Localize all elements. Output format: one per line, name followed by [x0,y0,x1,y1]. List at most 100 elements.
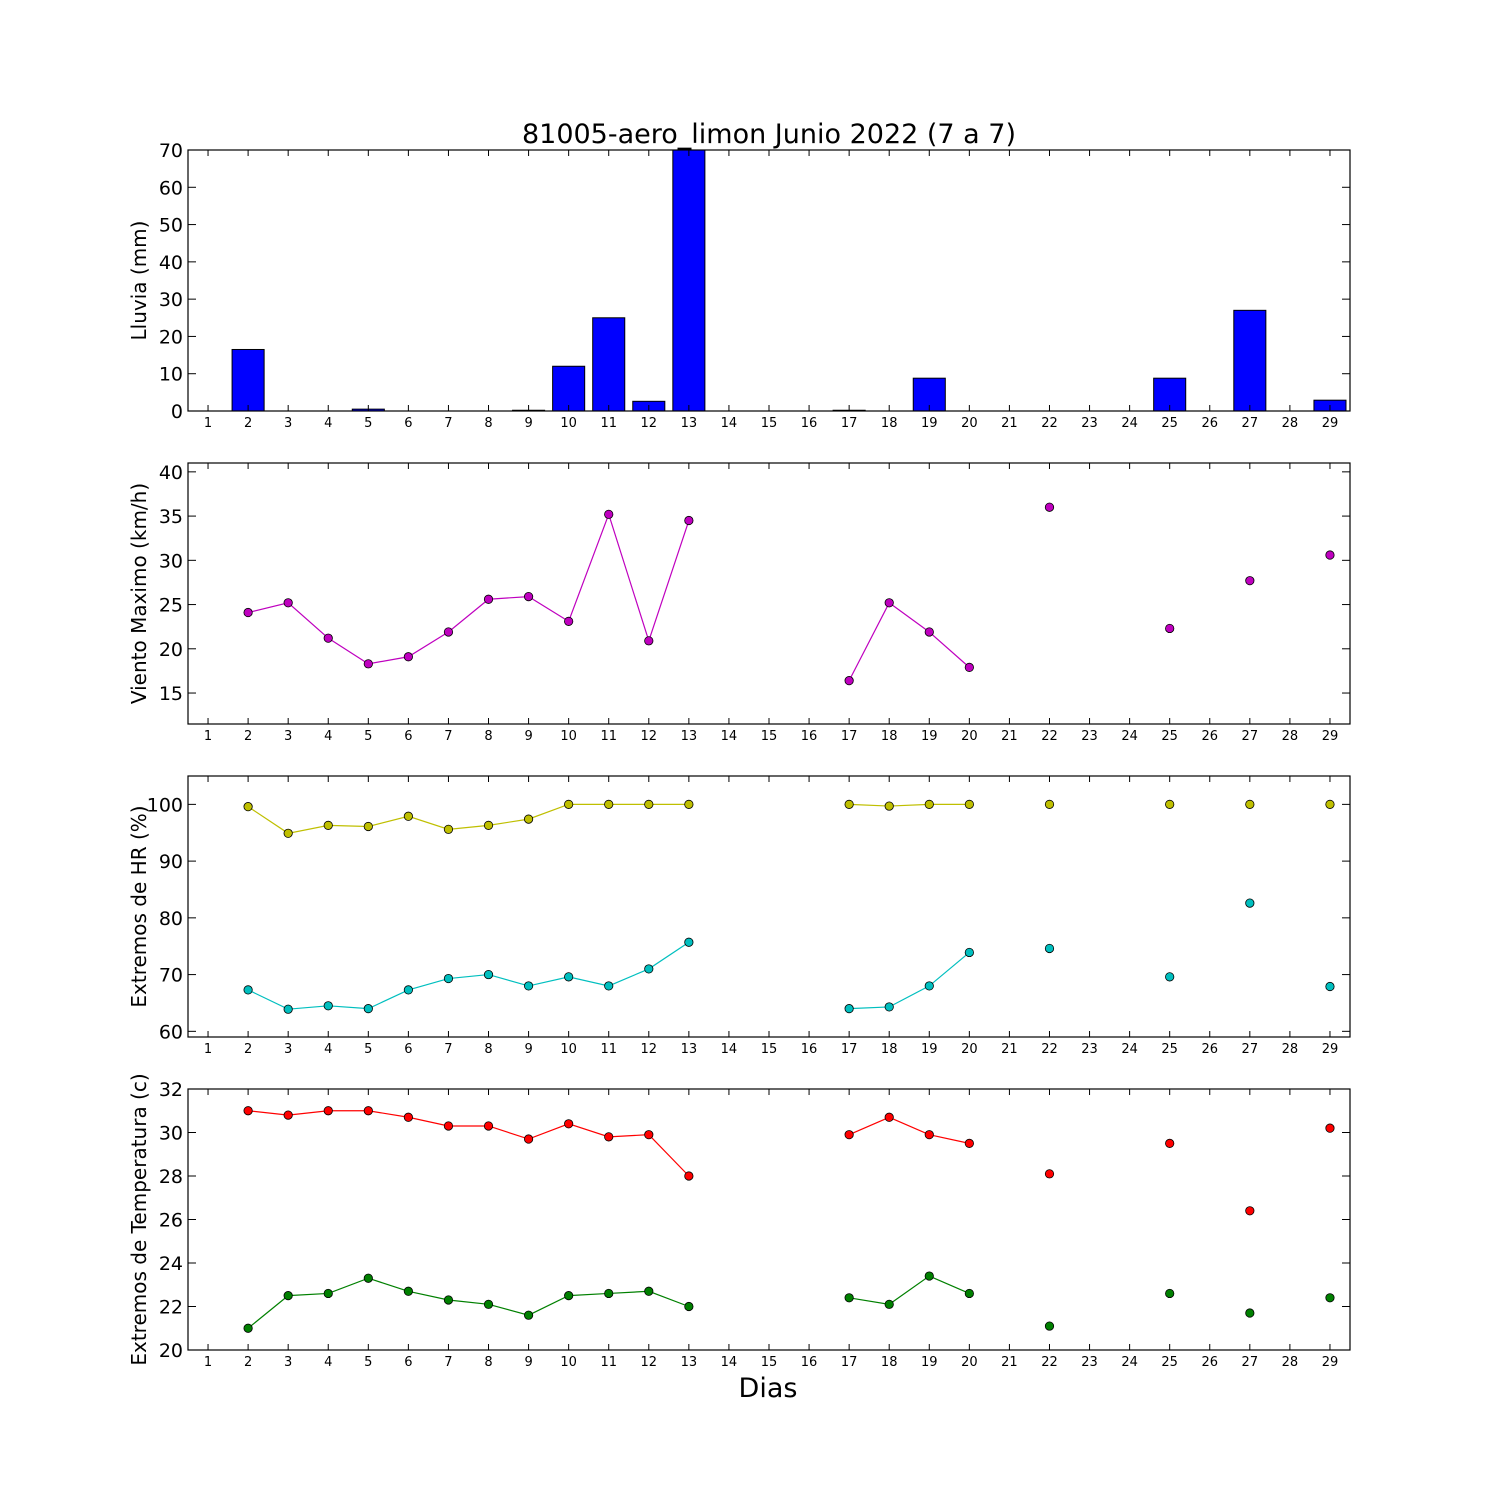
x-tick-label: 16 [801,729,818,744]
x-tick-label: 13 [681,1355,698,1370]
x-tick-label: 29 [1322,416,1339,431]
series-0-point-day-11 [604,509,614,519]
x-tick-label: 22 [1041,416,1058,431]
series-1-line-temperature [247,1277,690,1329]
x-tick-label: 6 [404,729,412,744]
x-tick-label: 12 [641,416,658,431]
series-0-point-day-17 [844,676,854,686]
series-0-point-day-27 [1245,799,1255,809]
series-0-line-humidity [247,803,689,834]
plot-area-rain [231,149,1347,411]
x-tick-label: 6 [404,416,412,431]
rain-bar-day-10 [552,365,586,411]
x-tick-label: 17 [841,416,858,431]
x-axis-label: Dias [739,1373,798,1404]
panel-humidity: 1 2 3 4 5 6 7 8 9 10 11 12 13 14 15 16 17 18 19 20 21 22 23 24 2… [127,775,1351,1057]
series-1-point-day-8 [483,1299,494,1309]
x-tick-label: 16 [801,1042,818,1057]
series-0-point-day-4 [323,1106,333,1116]
x-tick-label: 15 [761,1042,778,1057]
series-1-point-day-22 [1044,1321,1055,1331]
x-tick-label: 3 [284,729,292,744]
y-tick-label: 20 [159,326,183,348]
series-0-point-day-25 [1165,623,1175,634]
plot-area-wind [243,502,1335,686]
series-1-line-temperature [849,1275,970,1305]
y-tick-label: 15 [159,683,183,705]
y-tick-label: 50 [159,215,183,237]
series-1-point-day-25 [1165,1288,1175,1299]
x-tick-label: 20 [961,1042,978,1057]
y-tick-label: 60 [159,177,183,199]
y-tick-label: 30 [159,550,183,572]
y-tick-label: 22 [159,1297,183,1319]
series-0-point-day-18 [884,598,894,608]
series-0-point-day-6 [403,652,413,662]
series-0-line-temperature [848,1116,970,1144]
x-tick-label: 7 [444,1042,452,1057]
x-tick-label: 2 [244,729,252,744]
series-1-point-day-11 [604,981,614,991]
x-tick-label: 20 [961,729,978,744]
series-1-point-day-13 [684,1301,694,1312]
x-tick-label: 17 [841,1355,858,1370]
x-tick-label: 11 [600,729,617,744]
x-tick-label: 1 [204,1355,212,1370]
series-1-point-day-11 [604,1288,614,1299]
series-0-point-day-19 [924,799,934,809]
x-tick-label: 14 [721,1042,738,1057]
series-1-point-day-12 [644,964,654,974]
x-tick-label: 27 [1242,1355,1259,1370]
x-tick-label: 20 [961,416,978,431]
x-tick-label: 10 [560,1042,577,1057]
series-0-point-day-20 [964,662,974,672]
x-tick-label: 19 [921,1355,938,1370]
series-0-point-day-3 [283,1110,293,1120]
x-tick-label: 8 [484,729,492,744]
y-axis-label-humidity: Extremos de HR (%) [127,805,151,1007]
x-tick-label: 3 [284,416,292,431]
y-tick-label: 20 [159,639,183,661]
x-tick-label: 29 [1322,1355,1339,1370]
series-0-point-day-3 [283,598,293,608]
series-0-point-day-19 [924,1130,934,1140]
x-tick-label: 23 [1081,1042,1098,1057]
series-0-point-day-25 [1165,1138,1175,1148]
series-0-point-day-11 [604,1132,614,1142]
y-tick-label: 20 [159,1340,183,1362]
y-tick-label: 30 [159,1123,183,1145]
x-tick-label: 5 [364,1042,372,1057]
series-0-point-day-2 [243,1106,253,1116]
x-tick-label: 2 [244,416,252,431]
series-1-point-day-2 [243,1323,253,1333]
series-1-point-day-10 [564,1291,574,1301]
x-tick-label: 14 [721,729,738,744]
y-tick-label: 28 [159,1166,183,1188]
y-tick-label: 70 [159,140,183,162]
y-tick-label: 32 [159,1079,183,1101]
x-tick-label: 10 [560,729,577,744]
x-tick-label: 23 [1081,729,1098,744]
series-1-point-day-20 [964,1288,974,1299]
x-tick-label: 25 [1161,416,1178,431]
x-tick-label: 1 [204,1042,212,1057]
x-tick-label: 27 [1242,1042,1259,1057]
x-tick-label: 16 [801,1355,818,1370]
panel-wind: 1 2 3 4 5 6 7 8 9 10 11 12 13 14 15 16 17 18 19 20 21 22 23 24 2… [127,462,1351,744]
series-1-point-day-5 [363,1004,373,1014]
y-tick-label: 25 [159,595,183,617]
x-tick-label: 17 [841,729,858,744]
series-0-point-day-13 [684,1171,694,1181]
series-1-point-day-18 [884,1299,894,1309]
series-1-point-day-27 [1245,898,1255,908]
series-1-point-day-9 [523,1310,534,1320]
series-0-point-day-12 [644,636,654,646]
series-0-point-day-4 [323,820,333,830]
series-1-point-day-17 [844,1293,854,1303]
series-0-point-day-18 [884,1112,894,1122]
series-0-point-day-27 [1245,1206,1255,1216]
series-1-point-day-10 [564,972,574,982]
series-0-point-day-22 [1044,502,1055,512]
x-tick-label: 23 [1081,1355,1098,1370]
series-1-point-day-29 [1325,1293,1335,1303]
